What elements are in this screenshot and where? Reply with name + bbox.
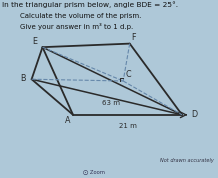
Text: ⨀ Zoom: ⨀ Zoom <box>83 170 105 175</box>
Text: Not drawn accurately: Not drawn accurately <box>160 158 214 163</box>
Text: A: A <box>65 116 71 125</box>
Text: C: C <box>125 70 131 79</box>
Text: 21 m: 21 m <box>119 123 136 129</box>
Text: Give your answer in m³ to 1 d.p.: Give your answer in m³ to 1 d.p. <box>20 23 133 30</box>
Text: D: D <box>191 110 197 119</box>
Text: 63 m: 63 m <box>102 100 121 106</box>
Text: E: E <box>32 37 37 46</box>
Text: F: F <box>131 33 136 42</box>
Text: In the triangular prism below, angle BDE = 25°.: In the triangular prism below, angle BDE… <box>2 1 178 8</box>
Text: B: B <box>20 74 26 83</box>
Text: Calculate the volume of the prism.: Calculate the volume of the prism. <box>20 13 141 19</box>
